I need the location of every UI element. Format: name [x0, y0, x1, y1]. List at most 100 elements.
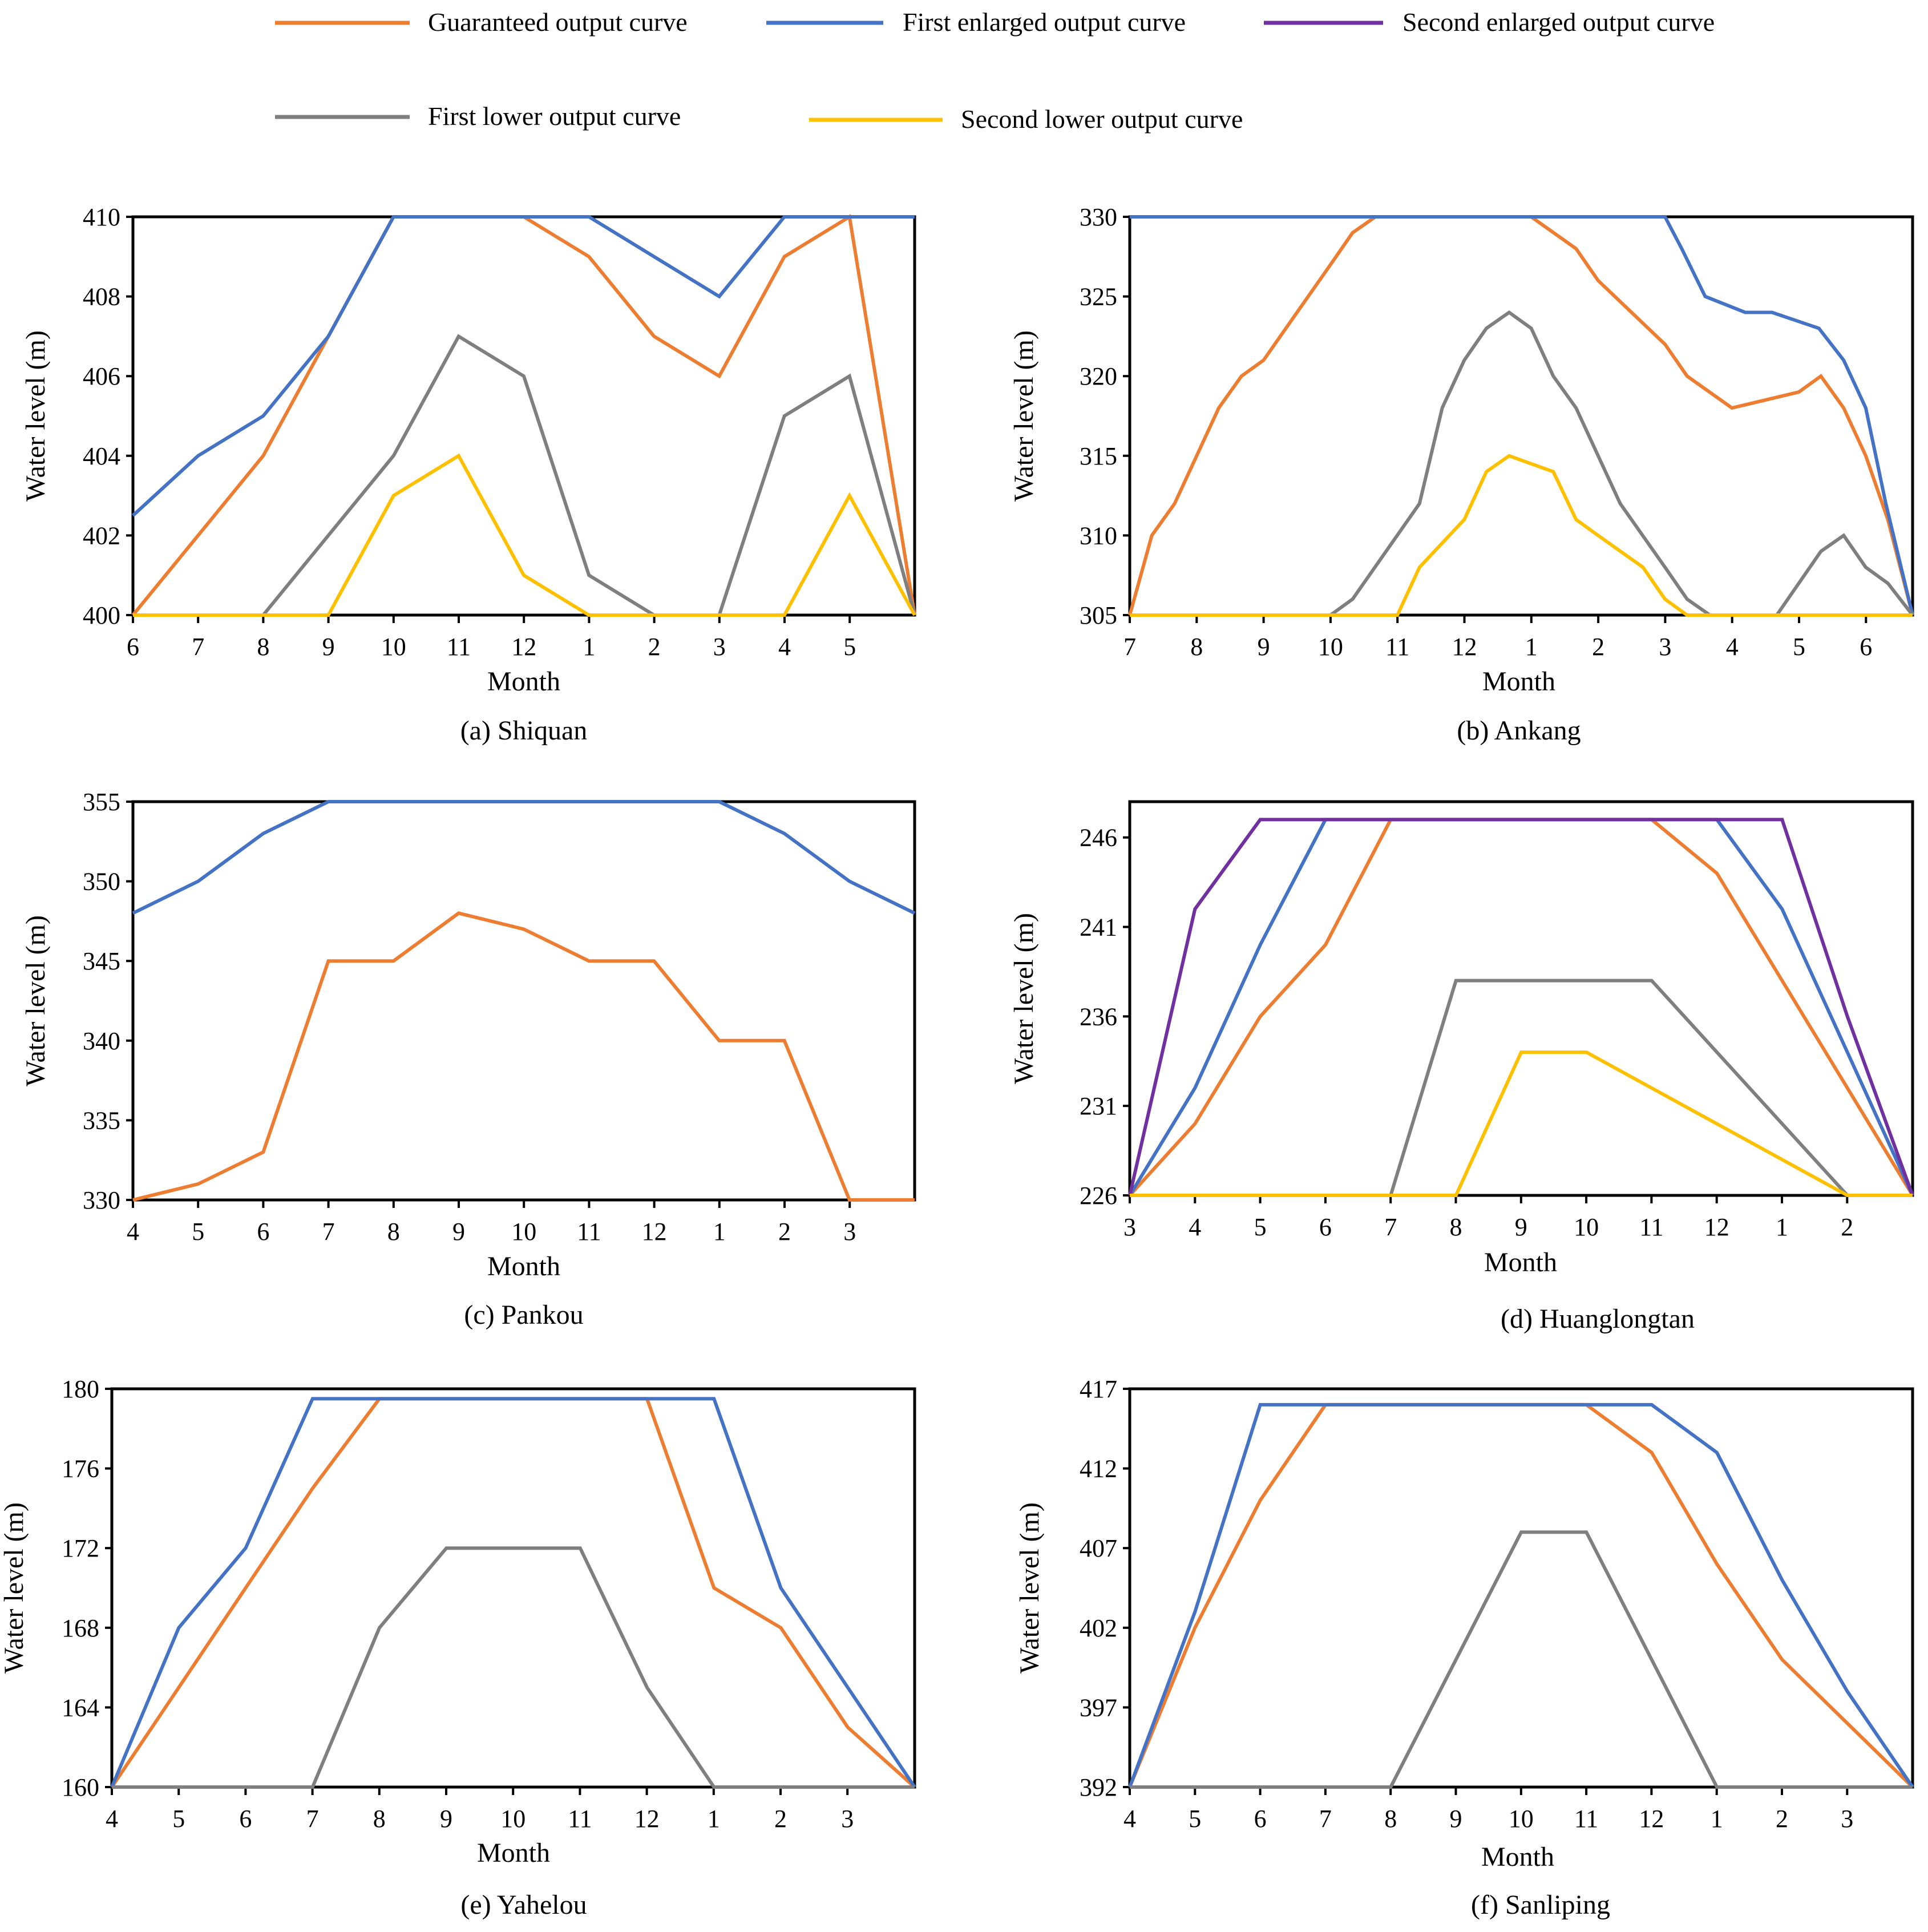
- legend-label: First enlarged output curve: [903, 7, 1186, 37]
- x-tick-label: 6: [239, 1805, 252, 1833]
- series-line-first-lower-output-curve: [1130, 310, 1914, 617]
- x-tick-label: 2: [774, 1805, 787, 1833]
- x-tick-label: 9: [1515, 1213, 1527, 1241]
- x-axis-label: Month: [487, 666, 560, 697]
- y-tick-label: 407: [1080, 1534, 1117, 1562]
- series-line-first-lower-output-curve: [1130, 979, 1913, 1197]
- y-axis-label: Water level (m): [1014, 1502, 1045, 1674]
- x-tick-label: 2: [1592, 633, 1604, 661]
- x-tick-label: 11: [1574, 1805, 1598, 1833]
- x-tick-label: 7: [322, 1218, 335, 1246]
- y-tick-label: 310: [1080, 522, 1117, 549]
- x-tick-label: 4: [127, 1218, 139, 1246]
- x-tick-label: 9: [1258, 633, 1270, 661]
- x-tick-label: 5: [172, 1805, 185, 1833]
- x-tick-label: 1: [1525, 633, 1538, 661]
- x-tick-label: 10: [381, 633, 406, 661]
- plot-frame: [1128, 215, 1914, 617]
- x-tick-label: 5: [192, 1218, 204, 1246]
- x-tick-label: 10: [511, 1218, 536, 1246]
- series-line-first-enlarged-output-curve: [132, 800, 916, 915]
- series-line-guaranteed-output-curve: [131, 214, 916, 616]
- x-tick-label: 1: [1776, 1213, 1788, 1241]
- y-axis-label: Water level (m): [0, 1502, 29, 1674]
- x-tick-label: 11: [568, 1805, 592, 1833]
- x-tick-label: 12: [642, 1218, 667, 1246]
- y-tick-label: 180: [62, 1375, 99, 1403]
- panel-caption: (c) Pankou: [464, 1300, 583, 1330]
- y-tick-label: 168: [62, 1614, 99, 1642]
- series-line-guaranteed-output-curve: [110, 1397, 916, 1789]
- y-tick-label: 417: [1080, 1375, 1117, 1403]
- y-tick-label: 412: [1080, 1455, 1117, 1483]
- y-tick-label: 231: [1080, 1092, 1117, 1120]
- x-tick-label: 5: [1189, 1805, 1201, 1833]
- x-tick-label: 7: [1319, 1805, 1332, 1833]
- x-tick-label: 2: [1776, 1805, 1788, 1833]
- y-tick-label: 406: [83, 362, 120, 390]
- x-tick-label: 6: [1319, 1213, 1332, 1241]
- legend-entry-second-lower-output-curve: Second lower output curve: [809, 104, 1243, 134]
- y-tick-label: 330: [83, 1186, 120, 1214]
- x-tick-label: 2: [648, 633, 661, 661]
- x-tick-label: 4: [1189, 1213, 1201, 1241]
- x-tick-label: 6: [257, 1218, 269, 1246]
- legend-entry-first-lower-output-curve: First lower output curve: [275, 102, 681, 131]
- y-tick-label: 320: [1080, 362, 1117, 390]
- y-tick-label: 340: [83, 1027, 120, 1055]
- panel-caption: (d) Huanglongtan: [1501, 1304, 1695, 1334]
- x-tick-label: 4: [1123, 1805, 1136, 1833]
- x-axis-label: Month: [1481, 1842, 1554, 1872]
- x-tick-label: 7: [1123, 633, 1136, 661]
- y-axis-label: Water level (m): [21, 330, 51, 502]
- x-tick-label: 8: [373, 1805, 386, 1833]
- x-tick-label: 7: [306, 1805, 319, 1833]
- x-tick-label: 1: [583, 633, 595, 661]
- series-line-guaranteed-output-curve: [1128, 1402, 1914, 1789]
- x-tick-label: 4: [778, 633, 791, 661]
- x-tick-label: 8: [1384, 1805, 1397, 1833]
- x-tick-label: 8: [387, 1218, 400, 1246]
- x-tick-label: 9: [440, 1805, 452, 1833]
- x-tick-label: 12: [1704, 1213, 1729, 1241]
- x-tick-label: 4: [106, 1805, 118, 1833]
- x-tick-label: 2: [778, 1218, 791, 1246]
- y-tick-label: 246: [1080, 824, 1117, 852]
- series-line-first-enlarged-output-curve: [1130, 215, 1914, 616]
- x-tick-label: 11: [577, 1218, 601, 1246]
- series-line-first-enlarged-output-curve: [1128, 1402, 1914, 1788]
- x-tick-label: 9: [452, 1218, 465, 1246]
- panel-caption: (e) Yahelou: [460, 1890, 587, 1920]
- x-tick-label: 12: [634, 1805, 660, 1833]
- x-tick-label: 1: [1711, 1805, 1723, 1833]
- legend-label: Second lower output curve: [961, 104, 1243, 134]
- y-tick-label: 330: [1080, 203, 1117, 231]
- y-tick-label: 402: [83, 522, 120, 549]
- x-tick-label: 10: [1509, 1805, 1534, 1833]
- panel-caption: (f) Sanliping: [1471, 1890, 1610, 1920]
- legend-label: First lower output curve: [428, 102, 681, 131]
- x-axis-label: Month: [477, 1838, 550, 1868]
- y-tick-label: 392: [1080, 1773, 1117, 1801]
- y-tick-label: 345: [83, 947, 120, 975]
- y-tick-label: 315: [1080, 442, 1117, 470]
- x-tick-label: 8: [257, 633, 269, 661]
- x-tick-label: 7: [1384, 1213, 1397, 1241]
- series-line-guaranteed-output-curve: [1128, 215, 1914, 616]
- series-line-second-lower-output-curve: [1130, 454, 1913, 617]
- x-tick-label: 12: [511, 633, 536, 661]
- x-tick-label: 5: [843, 633, 856, 661]
- x-tick-label: 9: [322, 633, 335, 661]
- x-tick-label: 3: [843, 1218, 856, 1246]
- x-tick-label: 3: [841, 1805, 854, 1833]
- x-tick-label: 12: [1452, 633, 1477, 661]
- series-line-first-enlarged-output-curve: [110, 1397, 916, 1788]
- series-line-first-enlarged-output-curve: [131, 215, 915, 517]
- y-tick-label: 397: [1080, 1693, 1117, 1721]
